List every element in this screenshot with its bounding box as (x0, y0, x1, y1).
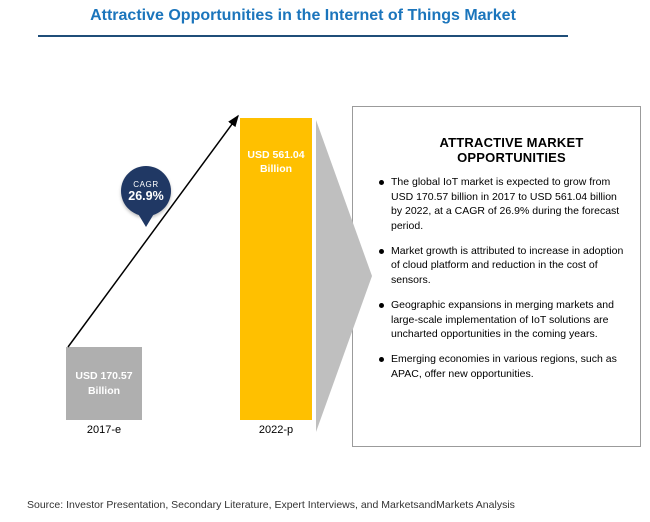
cagr-badge: CAGR 26.9% (121, 166, 171, 227)
bullet-item-4: Emerging economies in various regions, s… (379, 352, 630, 381)
chevron-right-icon (316, 120, 372, 432)
cagr-pin-tail (137, 212, 155, 227)
bar-2022: USD 561.04 Billion (240, 118, 312, 420)
panel-title: ATTRACTIVE MARKET OPPORTUNITIES (439, 135, 584, 165)
bar-2017: USD 170.57 Billion (66, 347, 142, 420)
axis-label-2017: 2017-e (86, 424, 122, 436)
growth-arrow-icon (67, 114, 239, 348)
title-underline (38, 35, 568, 37)
bar-2022-label: USD 561.04 Billion (247, 149, 305, 176)
axis-label-2022: 2022-p (258, 424, 294, 436)
opportunities-panel: ATTRACTIVE MARKET OPPORTUNITIES The glob… (352, 106, 641, 447)
bullet-item-1: The global IoT market is expected to gro… (379, 175, 630, 234)
cagr-badge-circle: CAGR 26.9% (121, 166, 171, 216)
page-title: Attractive Opportunities in the Internet… (90, 7, 516, 24)
bullet-item-3: Geographic expansions in merging markets… (379, 298, 630, 342)
source-note: Source: Investor Presentation, Secondary… (27, 499, 515, 511)
cagr-value: 26.9% (128, 188, 164, 203)
bullet-item-2: Market growth is attributed to increase … (379, 244, 630, 288)
bullet-list: The global IoT market is expected to gro… (379, 175, 630, 381)
bar-2017-label: USD 170.57 Billion (75, 370, 133, 397)
cagr-label: CAGR (133, 179, 159, 189)
